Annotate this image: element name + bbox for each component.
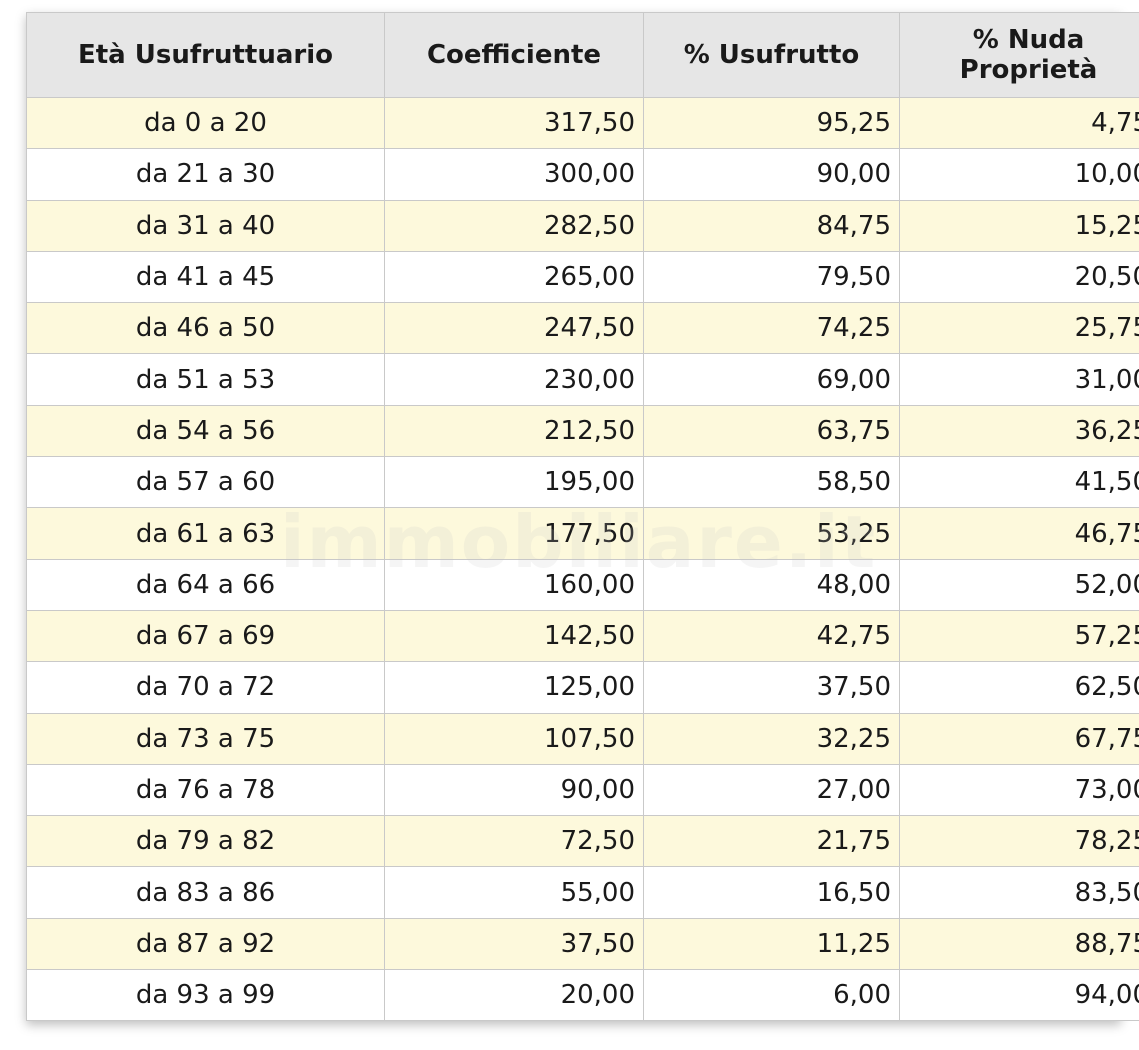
table-cell: 53,25 <box>643 507 900 560</box>
table-cell: 31,00 <box>899 353 1139 406</box>
table-cell: da 0 a 20 <box>26 96 385 150</box>
table-cell: 265,00 <box>384 250 644 304</box>
table-cell: 88,75 <box>899 917 1139 971</box>
table-cell: 20,00 <box>384 969 644 1022</box>
table-cell: 160,00 <box>384 558 644 611</box>
table-cell: 107,50 <box>384 712 644 765</box>
table-cell: 74,25 <box>643 302 900 355</box>
table-cell: 58,50 <box>643 456 900 509</box>
table-cell: da 54 a 56 <box>26 404 385 458</box>
table-cell: da 21 a 30 <box>26 148 385 201</box>
table-cell: 41,50 <box>899 456 1139 509</box>
table-cell: 247,50 <box>384 302 644 355</box>
table-cell: 195,00 <box>384 456 644 509</box>
table-cell: 21,75 <box>643 815 900 868</box>
table-cell: 27,00 <box>643 763 900 817</box>
table-cell: 16,50 <box>643 866 900 919</box>
table-cell: 177,50 <box>384 507 644 560</box>
table-cell: 142,50 <box>384 609 644 663</box>
table-cell: 95,25 <box>643 96 900 150</box>
table-cell: 84,75 <box>643 199 900 252</box>
table-cell: da 51 a 53 <box>26 353 385 406</box>
table-cell: da 83 a 86 <box>26 866 385 919</box>
table-cell: da 87 a 92 <box>26 917 385 971</box>
table-cell: 72,50 <box>384 815 644 868</box>
table-cell: 300,00 <box>384 148 644 201</box>
header-row: Età Usufruttuario Coefficiente% Usufrutto… <box>26 12 1139 98</box>
table-cell: 25,75 <box>899 302 1139 355</box>
table-cell: 42,75 <box>643 609 900 663</box>
table-cell: 79,50 <box>643 250 900 304</box>
table-cell: 94,00 <box>899 969 1139 1022</box>
table-cell: 48,00 <box>643 558 900 611</box>
table-cell: 20,50 <box>899 250 1139 304</box>
table-cell: 212,50 <box>384 404 644 458</box>
table-cell: 57,25 <box>899 609 1139 663</box>
table-cell: 230,00 <box>384 353 644 406</box>
table-cell: 4,75 <box>899 96 1139 150</box>
table-cell: da 79 a 82 <box>26 815 385 868</box>
table-cell: 62,50 <box>899 661 1139 714</box>
table-cell: 73,00 <box>899 763 1139 817</box>
table-cell: da 31 a 40 <box>26 199 385 252</box>
table-cell: 11,25 <box>643 917 900 971</box>
column-header: % Nuda Proprietà <box>899 12 1139 98</box>
column-header: Coefficiente <box>384 12 644 98</box>
table-cell: 83,50 <box>899 866 1139 919</box>
table-cell: 317,50 <box>384 96 644 150</box>
table-cell: 282,50 <box>384 199 644 252</box>
table-cell: da 73 a 75 <box>26 712 385 765</box>
table-cell: 52,00 <box>899 558 1139 611</box>
table-cell: 36,25 <box>899 404 1139 458</box>
column-header: Età Usufruttuario <box>26 12 385 98</box>
table-cell: da 64 a 66 <box>26 558 385 611</box>
table-cell: 37,50 <box>643 661 900 714</box>
table-cell: 15,25 <box>899 199 1139 252</box>
table-cell: da 93 a 99 <box>26 969 385 1022</box>
table-cell: 90,00 <box>643 148 900 201</box>
table-cell: da 76 a 78 <box>26 763 385 817</box>
column-header: % Usufrutto <box>643 12 900 98</box>
table-cell: 69,00 <box>643 353 900 406</box>
table-cell: 90,00 <box>384 763 644 817</box>
table-cell: 63,75 <box>643 404 900 458</box>
table-cell: 55,00 <box>384 866 644 919</box>
usufruct-coefficient-table-container: Età Usufruttuario Coefficiente% Usufrutto… <box>26 12 1139 1022</box>
table-cell: 37,50 <box>384 917 644 971</box>
table-cell: 125,00 <box>384 661 644 714</box>
usufruct-coefficient-table: Età Usufruttuario Coefficiente% Usufrutto… <box>26 12 1139 1022</box>
table-cell: 6,00 <box>643 969 900 1022</box>
table-cell: da 70 a 72 <box>26 661 385 714</box>
table-cell: da 67 a 69 <box>26 609 385 663</box>
table-cell: da 57 a 60 <box>26 456 385 509</box>
table-cell: 32,25 <box>643 712 900 765</box>
table-cell: da 46 a 50 <box>26 302 385 355</box>
table-cell: 78,25 <box>899 815 1139 868</box>
table-cell: da 61 a 63 <box>26 507 385 560</box>
table-cell: da 41 a 45 <box>26 250 385 304</box>
table-cell: 10,00 <box>899 148 1139 201</box>
table-cell: 67,75 <box>899 712 1139 765</box>
table-cell: 46,75 <box>899 507 1139 560</box>
